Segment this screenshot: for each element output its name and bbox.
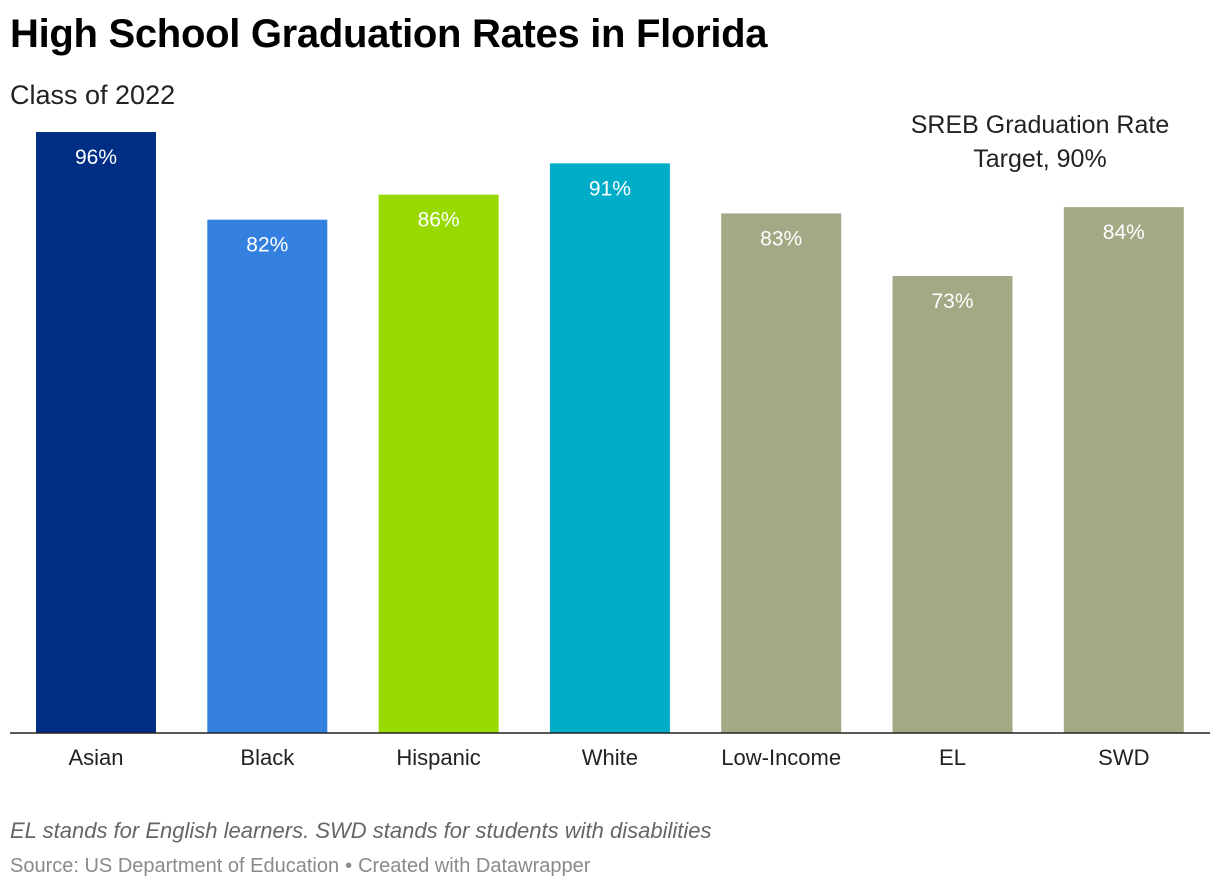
chart-title: High School Graduation Rates in Florida — [10, 12, 768, 56]
bar-value-label: 86% — [418, 209, 460, 232]
bar-value-label: 96% — [75, 146, 117, 169]
source-text: Source: US Department of Education — [10, 855, 340, 877]
bar-value-label: 73% — [931, 290, 973, 313]
x-tick-label: SWD — [1098, 745, 1149, 770]
bar-black — [207, 219, 328, 733]
bar-value-label: 83% — [760, 227, 802, 250]
x-tick-label: White — [582, 745, 638, 770]
bar-value-label: 84% — [1103, 221, 1145, 244]
bar-value-label: 91% — [589, 177, 631, 200]
bar-white — [549, 163, 670, 734]
bar-hispanic — [378, 194, 499, 733]
bar-chart: 96% Asian 82% Black 86% Hispanic 91% White 83% Lo… — [10, 111, 1210, 770]
source-separator: • — [345, 855, 353, 877]
bar-asian — [36, 132, 156, 734]
x-tick-label: EL — [939, 745, 966, 770]
target-annotation: SREB Graduation Rate Target, 90% — [911, 111, 1169, 173]
bar-el — [892, 276, 1013, 733]
bar-value-label: 82% — [246, 234, 288, 257]
bar-swd — [1063, 207, 1184, 733]
x-tick-label: Black — [240, 745, 295, 770]
chart-source: Source: US Department of Education • Creat… — [10, 855, 590, 878]
source-credit: Created with Datawrapper — [358, 855, 591, 877]
chart-subtitle: Class of 2022 — [10, 80, 176, 110]
chart-note: EL stands for English learners. SWD stan… — [10, 818, 712, 843]
bar-low-income — [721, 213, 842, 734]
x-tick-label: Asian — [68, 745, 123, 770]
x-tick-label: Low-Income — [721, 745, 841, 770]
x-tick-label: Hispanic — [396, 745, 480, 770]
